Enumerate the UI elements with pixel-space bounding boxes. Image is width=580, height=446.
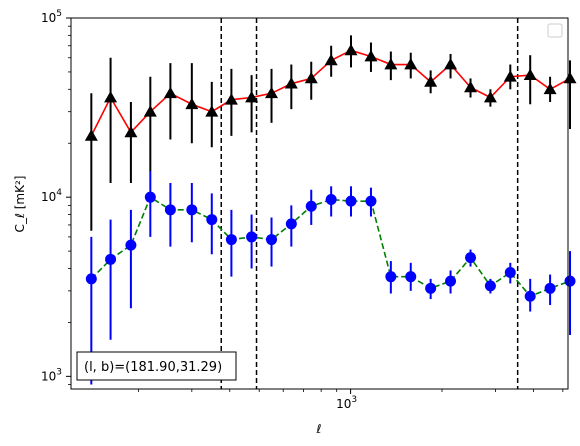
- point-2-17: [405, 271, 417, 283]
- point-2-3: [125, 239, 137, 251]
- point-2-15: [365, 195, 377, 207]
- point-1-1: [84, 129, 98, 141]
- point-1-13: [324, 53, 338, 66]
- point-1-19: [444, 58, 458, 70]
- y-tick-label-1: 103: [41, 367, 62, 383]
- point-2-19: [445, 275, 457, 287]
- plot-frame: [70, 17, 569, 390]
- point-2-20: [465, 252, 477, 264]
- y-axis-label: C_ℓ [mK²]: [13, 176, 27, 233]
- point-1-16: [384, 58, 398, 70]
- point-1-6: [185, 97, 199, 110]
- point-2-11: [285, 218, 297, 230]
- legend-box: [547, 23, 563, 38]
- x-tick-label-1: 103: [336, 395, 357, 411]
- point-2-1: [85, 273, 97, 285]
- point-2-4: [144, 191, 156, 203]
- point-1-23: [523, 68, 537, 80]
- y-tick-label-3: 105: [41, 9, 62, 25]
- series-1: [84, 35, 577, 231]
- point-2-22: [504, 266, 516, 278]
- axis-ticks: 103 104 105 103: [41, 9, 564, 411]
- point-2-24: [544, 282, 556, 294]
- point-2-16: [385, 271, 397, 283]
- y-tick-label-2: 104: [41, 188, 62, 204]
- point-1-24: [543, 82, 557, 95]
- annotation-text: (l, b)=(181.90,31.29): [84, 360, 222, 375]
- point-2-21: [484, 280, 496, 292]
- point-1-17: [404, 58, 418, 70]
- point-2-12: [305, 200, 317, 212]
- point-2-25: [564, 275, 576, 287]
- point-1-15: [364, 49, 378, 62]
- point-2-23: [524, 290, 536, 302]
- annotation-box: (l, b)=(181.90,31.29): [76, 351, 237, 381]
- point-1-21: [483, 91, 497, 103]
- series-2: [85, 170, 576, 385]
- vertical-lines: [220, 18, 519, 389]
- point-2-5: [164, 204, 176, 216]
- point-1-5: [163, 86, 177, 99]
- point-1-4: [143, 105, 157, 117]
- point-2-8: [225, 234, 237, 246]
- point-1-7: [205, 105, 219, 117]
- point-1-11: [284, 77, 298, 89]
- point-1-14: [344, 43, 358, 56]
- point-1-10: [265, 86, 279, 99]
- point-1-3: [124, 125, 138, 138]
- point-1-9: [245, 91, 259, 103]
- point-1-8: [224, 93, 238, 105]
- point-2-6: [186, 204, 198, 216]
- series-layer: [84, 35, 577, 385]
- point-2-14: [345, 195, 357, 207]
- point-2-10: [266, 234, 278, 246]
- point-2-13: [325, 194, 337, 206]
- point-2-2: [105, 253, 117, 265]
- point-1-18: [424, 75, 438, 87]
- point-2-9: [246, 231, 258, 243]
- point-1-20: [464, 80, 478, 93]
- point-1-12: [304, 71, 318, 84]
- x-axis-label: ℓ: [316, 422, 322, 436]
- point-1-25: [563, 71, 577, 84]
- point-1-2: [104, 91, 118, 103]
- point-2-7: [206, 214, 218, 226]
- point-1-22: [503, 70, 517, 82]
- point-2-18: [425, 282, 437, 294]
